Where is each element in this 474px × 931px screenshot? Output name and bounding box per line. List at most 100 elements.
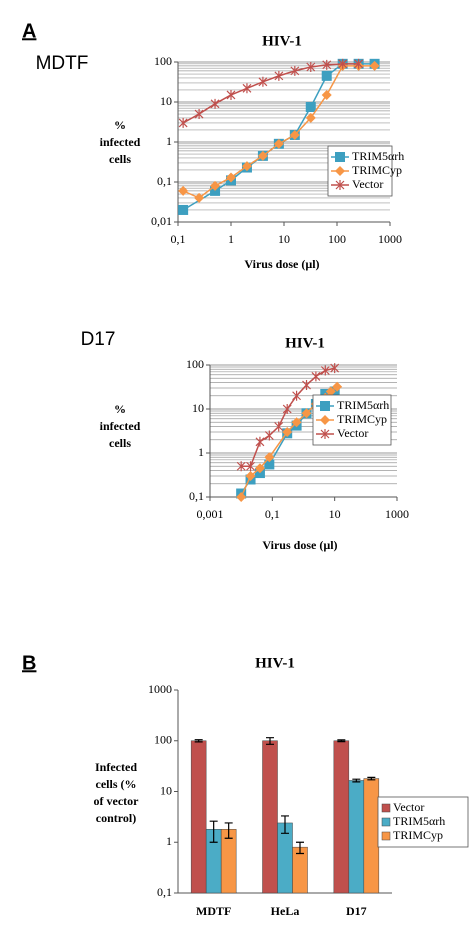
y-tick-label: 100	[154, 54, 172, 68]
y-axis-label: cells	[109, 436, 131, 450]
chart-title: HIV-1	[255, 655, 295, 671]
marker	[178, 117, 188, 128]
y-axis-label: %	[114, 402, 126, 416]
error-bar	[337, 739, 346, 743]
chart-title: HIV-1	[285, 335, 325, 351]
marker	[236, 492, 247, 502]
marker	[338, 58, 348, 69]
marker	[321, 89, 332, 100]
marker	[325, 386, 336, 397]
error-bar	[352, 778, 361, 783]
panel-label: A	[22, 20, 36, 42]
error-bar	[266, 737, 274, 745]
x-tick-label: 10	[329, 507, 341, 521]
marker	[264, 430, 274, 441]
marker	[301, 408, 312, 419]
error-bar	[224, 822, 233, 839]
marker	[245, 471, 256, 482]
y-axis-label: control)	[96, 811, 136, 825]
marker	[292, 390, 302, 401]
legend-label: Vector	[337, 426, 368, 440]
x-tick-label: MDTF	[196, 904, 231, 918]
legend-swatch	[381, 803, 391, 813]
x-tick-label: 1000	[385, 507, 409, 521]
legend-label: TRIM5αrh	[352, 149, 404, 163]
marker	[291, 417, 302, 428]
x-tick-label: 0,1	[265, 507, 280, 521]
y-tick-label: 0,01	[151, 214, 172, 228]
y-axis-label: of vector	[94, 794, 140, 808]
marker	[210, 98, 220, 109]
y-tick-label: 0,1	[157, 174, 172, 188]
x-tick-label: HeLa	[271, 904, 300, 918]
y-tick-label: 1000	[148, 682, 172, 696]
legend-swatch	[381, 831, 391, 841]
marker	[242, 83, 252, 94]
marker	[335, 180, 345, 190]
panel-label: B	[22, 652, 36, 674]
x-tick-label: 1	[228, 232, 234, 246]
y-tick-label: 0,1	[157, 885, 172, 899]
marker	[254, 463, 265, 474]
chart-title: HIV-1	[262, 33, 302, 49]
marker	[306, 61, 316, 72]
error-bar	[296, 841, 304, 855]
marker	[332, 381, 343, 392]
y-tick-label: 100	[154, 733, 172, 747]
marker	[320, 365, 330, 376]
bar	[363, 778, 380, 894]
marker	[289, 129, 300, 140]
x-axis-label: Virus dose (µl)	[244, 257, 319, 271]
x-tick-label: 0,1	[171, 232, 186, 246]
marker	[178, 185, 189, 196]
marker	[354, 58, 364, 69]
bar	[333, 740, 350, 894]
y-axis-label: infected	[100, 419, 141, 433]
marker	[330, 363, 340, 374]
legend-label: TRIMCyp	[352, 163, 402, 177]
marker	[311, 371, 321, 382]
y-tick-label: 0,1	[189, 489, 204, 503]
y-tick-label: 1	[166, 134, 172, 148]
series-line	[182, 63, 359, 124]
marker	[321, 70, 332, 81]
legend-swatch	[381, 817, 391, 827]
legend-label: TRIM5αrh	[393, 814, 445, 828]
marker	[322, 59, 332, 70]
marker	[305, 101, 316, 112]
y-axis-label: Infected	[95, 760, 137, 774]
legend-label: TRIMCyp	[337, 412, 387, 426]
marker	[236, 461, 246, 472]
marker	[274, 421, 284, 432]
y-tick-label: 10	[160, 94, 172, 108]
marker	[320, 401, 330, 411]
legend-label: TRIM5αrh	[337, 398, 389, 412]
legend-box	[377, 796, 469, 848]
x-tick-label: 10	[278, 232, 290, 246]
error-bar	[194, 739, 203, 743]
bar	[220, 829, 237, 894]
marker	[320, 415, 330, 425]
panel-name: D17	[81, 329, 116, 350]
marker	[178, 204, 189, 215]
marker	[257, 150, 268, 161]
marker	[369, 60, 380, 71]
marker	[273, 138, 284, 149]
marker	[282, 404, 292, 414]
y-axis-label: cells	[109, 152, 131, 166]
marker	[335, 152, 345, 162]
error-bar	[367, 776, 376, 781]
y-tick-label: 1	[166, 834, 172, 848]
marker	[305, 112, 316, 123]
marker	[264, 452, 275, 463]
y-tick-label: 10	[160, 783, 172, 797]
marker	[320, 429, 330, 439]
x-tick-label: 100	[328, 232, 346, 246]
x-tick-label: D17	[346, 904, 367, 918]
bar	[190, 740, 207, 894]
x-axis-label: Virus dose (µl)	[262, 538, 337, 552]
y-tick-label: 100	[186, 357, 204, 371]
marker	[255, 436, 265, 447]
marker	[210, 180, 221, 191]
